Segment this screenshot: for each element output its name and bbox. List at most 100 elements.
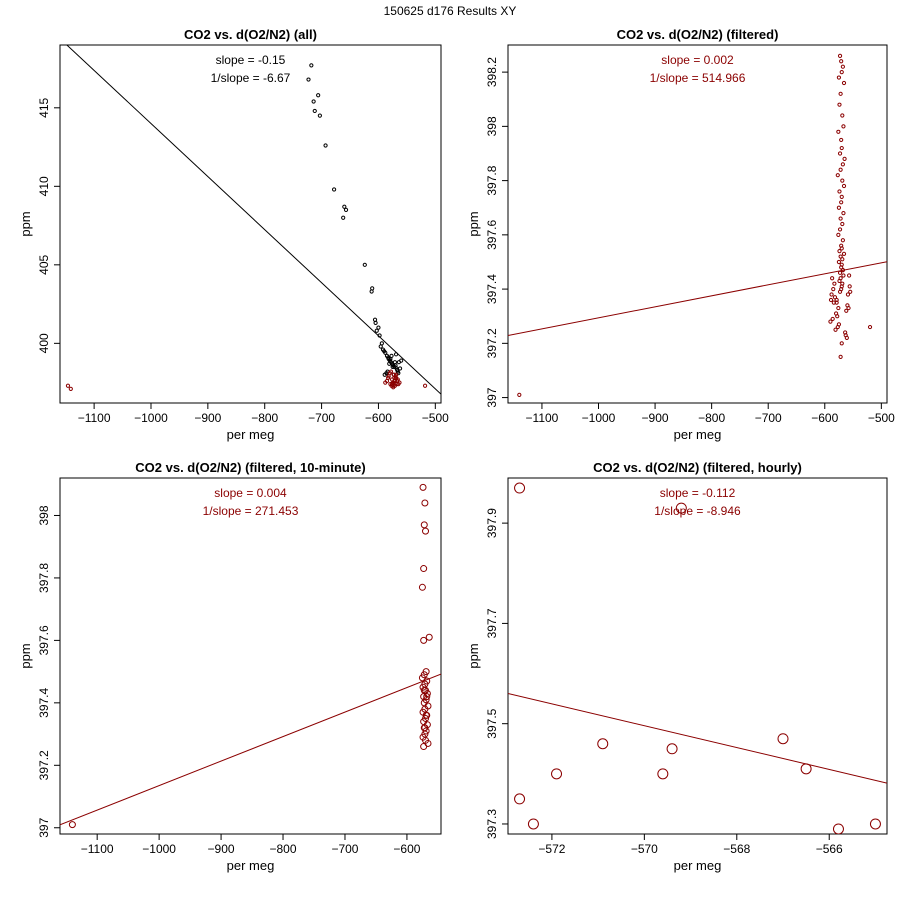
data-point bbox=[421, 724, 429, 732]
x-tick-label: −600 bbox=[365, 411, 392, 425]
data-point bbox=[840, 178, 845, 183]
data-point bbox=[551, 768, 563, 780]
data-point bbox=[840, 162, 845, 167]
data-point bbox=[306, 77, 311, 82]
data-point bbox=[839, 137, 844, 143]
data-point bbox=[362, 262, 367, 267]
data-point bbox=[832, 281, 837, 286]
x-tick-label: −1100 bbox=[78, 411, 111, 425]
data-point bbox=[830, 316, 835, 322]
x-axis-label: per meg bbox=[227, 427, 275, 442]
x-tick-label: −600 bbox=[393, 842, 420, 856]
data-point bbox=[420, 743, 428, 751]
data-point bbox=[317, 113, 322, 118]
x-tick-label: −1000 bbox=[142, 842, 176, 856]
data-point bbox=[420, 686, 428, 694]
data-point bbox=[342, 204, 347, 209]
data-point bbox=[847, 273, 852, 278]
x-tick-label: −800 bbox=[270, 842, 297, 856]
plot-frame bbox=[59, 477, 442, 835]
data-point bbox=[837, 151, 843, 156]
data-point bbox=[392, 378, 397, 384]
x-tick-label: −900 bbox=[194, 411, 221, 425]
x-tick-label: −1100 bbox=[81, 842, 114, 856]
slope-annotation: slope = -0.15 bbox=[216, 53, 286, 67]
y-tick-label: 397.5 bbox=[485, 708, 499, 738]
x-tick-label: −700 bbox=[331, 842, 358, 856]
plot-frame bbox=[507, 477, 888, 835]
data-point bbox=[833, 327, 838, 332]
y-tick-label: 397.6 bbox=[37, 625, 51, 655]
data-point bbox=[666, 743, 678, 755]
y-tick-label: 397 bbox=[37, 817, 51, 837]
data-point bbox=[341, 215, 346, 220]
data-point bbox=[419, 483, 427, 491]
data-point bbox=[777, 733, 789, 745]
data-point bbox=[837, 102, 842, 107]
y-tick-label: 398 bbox=[37, 505, 51, 525]
data-point bbox=[829, 292, 834, 297]
panel-filtered: CO2 vs. d(O2/N2) (filtered) −1100 −1000 −90… bbox=[466, 27, 895, 442]
x-axis-label: per meg bbox=[674, 858, 722, 873]
y-tick-label: 397.9 bbox=[485, 508, 499, 538]
data-point bbox=[331, 187, 337, 192]
data-point bbox=[527, 818, 539, 830]
data-point bbox=[376, 325, 381, 330]
data-point bbox=[323, 143, 328, 148]
data-point bbox=[837, 53, 843, 58]
data-point bbox=[835, 314, 840, 319]
data-point bbox=[838, 216, 843, 221]
y-tick-label: 397.4 bbox=[485, 274, 499, 304]
panel-all: CO2 vs. d(O2/N2) (all) −1100 −1000 −900 −800… bbox=[18, 27, 449, 442]
data-point bbox=[657, 768, 669, 780]
data-point bbox=[839, 246, 844, 251]
data-point bbox=[418, 674, 426, 682]
data-point bbox=[839, 194, 844, 199]
data-point bbox=[839, 200, 844, 205]
data-point bbox=[832, 823, 844, 834]
data-point bbox=[418, 583, 426, 591]
page-title: 150625 d176 Results XY bbox=[383, 4, 517, 18]
y-tick-label: 397.2 bbox=[485, 328, 499, 358]
data-point bbox=[837, 270, 843, 275]
x-tick-label: −566 bbox=[816, 842, 843, 856]
data-point bbox=[839, 341, 844, 346]
x-tick-label: −500 bbox=[422, 411, 449, 425]
y-tick-label: 397.2 bbox=[37, 750, 51, 780]
data-point bbox=[837, 227, 843, 232]
data-point bbox=[675, 502, 687, 514]
inverse-slope-annotation: 1/slope = -8.946 bbox=[654, 504, 741, 518]
data-point bbox=[383, 380, 388, 385]
data-point bbox=[393, 372, 399, 377]
panel-ten-minute: CO2 vs. d(O2/N2) (filtered, 10-minute) −1… bbox=[18, 460, 442, 873]
slope-annotation: slope = 0.004 bbox=[214, 486, 287, 500]
data-point bbox=[846, 305, 851, 311]
x-tick-label: −568 bbox=[723, 842, 750, 856]
data-point bbox=[382, 372, 387, 377]
data-point bbox=[386, 375, 391, 380]
data-point bbox=[840, 221, 845, 227]
x-tick-label: −1000 bbox=[582, 411, 616, 425]
x-tick-label: −700 bbox=[755, 411, 782, 425]
data-point bbox=[377, 333, 382, 338]
data-point bbox=[831, 286, 836, 292]
x-tick-label: −500 bbox=[868, 411, 895, 425]
data-point bbox=[836, 75, 842, 80]
data-point bbox=[383, 350, 388, 355]
data-point bbox=[828, 297, 834, 303]
y-tick-label: 397.8 bbox=[37, 563, 51, 593]
y-tick-label: 405 bbox=[37, 254, 51, 274]
chart-title: CO2 vs. d(O2/N2) (all) bbox=[184, 27, 317, 42]
data-point bbox=[388, 369, 394, 374]
data-point bbox=[838, 91, 843, 96]
data-point bbox=[838, 354, 843, 359]
data-point bbox=[836, 259, 842, 265]
x-tick-label: −570 bbox=[631, 842, 658, 856]
y-axis-label: ppm bbox=[466, 211, 481, 236]
fit-line bbox=[508, 692, 887, 784]
chart-title: CO2 vs. d(O2/N2) (filtered, hourly) bbox=[593, 460, 802, 475]
slope-annotation: slope = -0.112 bbox=[660, 486, 736, 500]
data-point bbox=[834, 300, 839, 305]
data-point bbox=[847, 284, 852, 289]
fit-line bbox=[66, 45, 441, 395]
